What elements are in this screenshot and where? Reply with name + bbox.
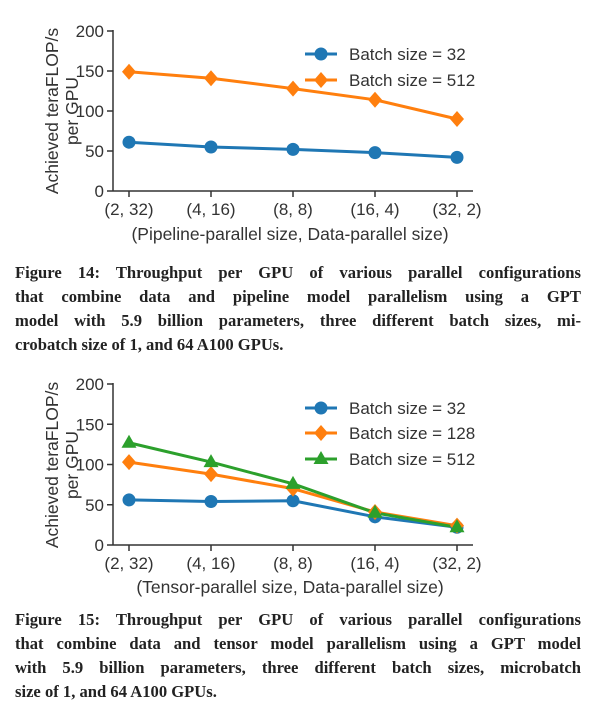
circle-marker: [122, 493, 136, 507]
y-tick-label: 150: [76, 62, 104, 81]
x-tick-label: (4, 16): [186, 554, 235, 573]
triangle-marker: [367, 504, 383, 518]
caption-line: Figure 14: Throughput per GPU of various…: [15, 263, 581, 282]
x-tick-label: (16, 4): [350, 200, 399, 219]
legend-label: Batch size = 512: [349, 71, 475, 90]
triangle-marker: [285, 475, 301, 489]
caption-line: that combine data and pipeline model par…: [15, 287, 581, 306]
y-tick-label: 50: [85, 496, 104, 515]
figure-14-chart: 0 50 100 150 200 (2, 32) (4, 16) (8, 8) (16, 4) (…: [42, 22, 482, 244]
y-tick-label: 0: [95, 536, 104, 555]
x-tick-label: (4, 16): [186, 200, 235, 219]
y-tick-label: 150: [76, 415, 104, 434]
y-axis-label: per GPU: [62, 77, 82, 145]
x-axis-label: (Pipeline-parallel size, Data-parallel s…: [131, 224, 448, 244]
figure-15-caption: Figure 15: Throughput per GPU of various…: [15, 608, 581, 704]
triangle-marker: [203, 454, 219, 468]
circle-marker: [314, 47, 328, 61]
triangle-marker: [121, 434, 137, 448]
x-tick-label: (16, 4): [350, 554, 399, 573]
caption-line: crobatch size of 1, and 64 A100 GPUs.: [15, 335, 284, 354]
x-tick-label: (8, 8): [273, 554, 313, 573]
diamond-marker: [450, 111, 464, 127]
circle-marker: [204, 495, 218, 509]
caption-line: model with 5.9 billion parameters, three…: [15, 311, 581, 330]
y-tick-label: 100: [76, 456, 104, 475]
x-tick-label: (2, 32): [104, 554, 153, 573]
y-tick-label: 200: [76, 22, 104, 41]
diamond-marker: [122, 454, 136, 471]
x-tick-label: (2, 32): [104, 200, 153, 219]
x-tick-label: (8, 8): [273, 200, 313, 219]
circle-marker: [450, 150, 464, 164]
y-axis-label: Achieved teraFLOP/s: [42, 28, 62, 195]
diamond-marker: [122, 63, 136, 80]
x-tick-label: (32, 2): [432, 554, 481, 573]
diamond-marker: [286, 80, 300, 97]
circle-marker: [204, 140, 218, 154]
diamond-marker: [314, 425, 328, 441]
diamond-marker: [204, 466, 218, 483]
y-tick-label: 100: [76, 102, 104, 121]
y-axis-label: per GPU: [62, 431, 82, 499]
x-tick-label: (32, 2): [432, 200, 481, 219]
circle-marker: [122, 135, 136, 149]
diamond-marker: [314, 72, 328, 88]
figure-15-chart: 0 50 100 150 200 (2, 32) (4, 16) (8, 8) (16, 4) (…: [42, 375, 482, 597]
y-tick-label: 50: [85, 142, 104, 161]
circle-marker: [314, 401, 328, 415]
x-axis-label: (Tensor-parallel size, Data-parallel siz…: [136, 577, 443, 597]
caption-line: size of 1, and 64 A100 GPUs.: [15, 682, 217, 701]
caption-line: that combine data and tensor model paral…: [15, 634, 581, 653]
caption-line: with 5.9 billion parameters, three diffe…: [15, 658, 581, 677]
y-tick-label: 0: [95, 182, 104, 201]
circle-marker: [286, 142, 300, 156]
legend-label: Batch size = 32: [349, 45, 466, 64]
legend-label: Batch size = 32: [349, 399, 466, 418]
legend-label: Batch size = 512: [349, 450, 475, 469]
circle-marker: [286, 494, 300, 508]
triangle-marker: [313, 451, 329, 464]
y-axis-label: Achieved teraFLOP/s: [42, 382, 62, 549]
circle-marker: [368, 146, 382, 160]
legend-label: Batch size = 128: [349, 424, 475, 443]
triangle-marker: [449, 519, 465, 533]
diamond-marker: [368, 91, 382, 108]
figure-14-caption: Figure 14: Throughput per GPU of various…: [15, 261, 581, 357]
caption-line: Figure 15: Throughput per GPU of various…: [15, 610, 581, 629]
diamond-marker: [204, 70, 218, 87]
y-tick-label: 200: [76, 375, 104, 394]
